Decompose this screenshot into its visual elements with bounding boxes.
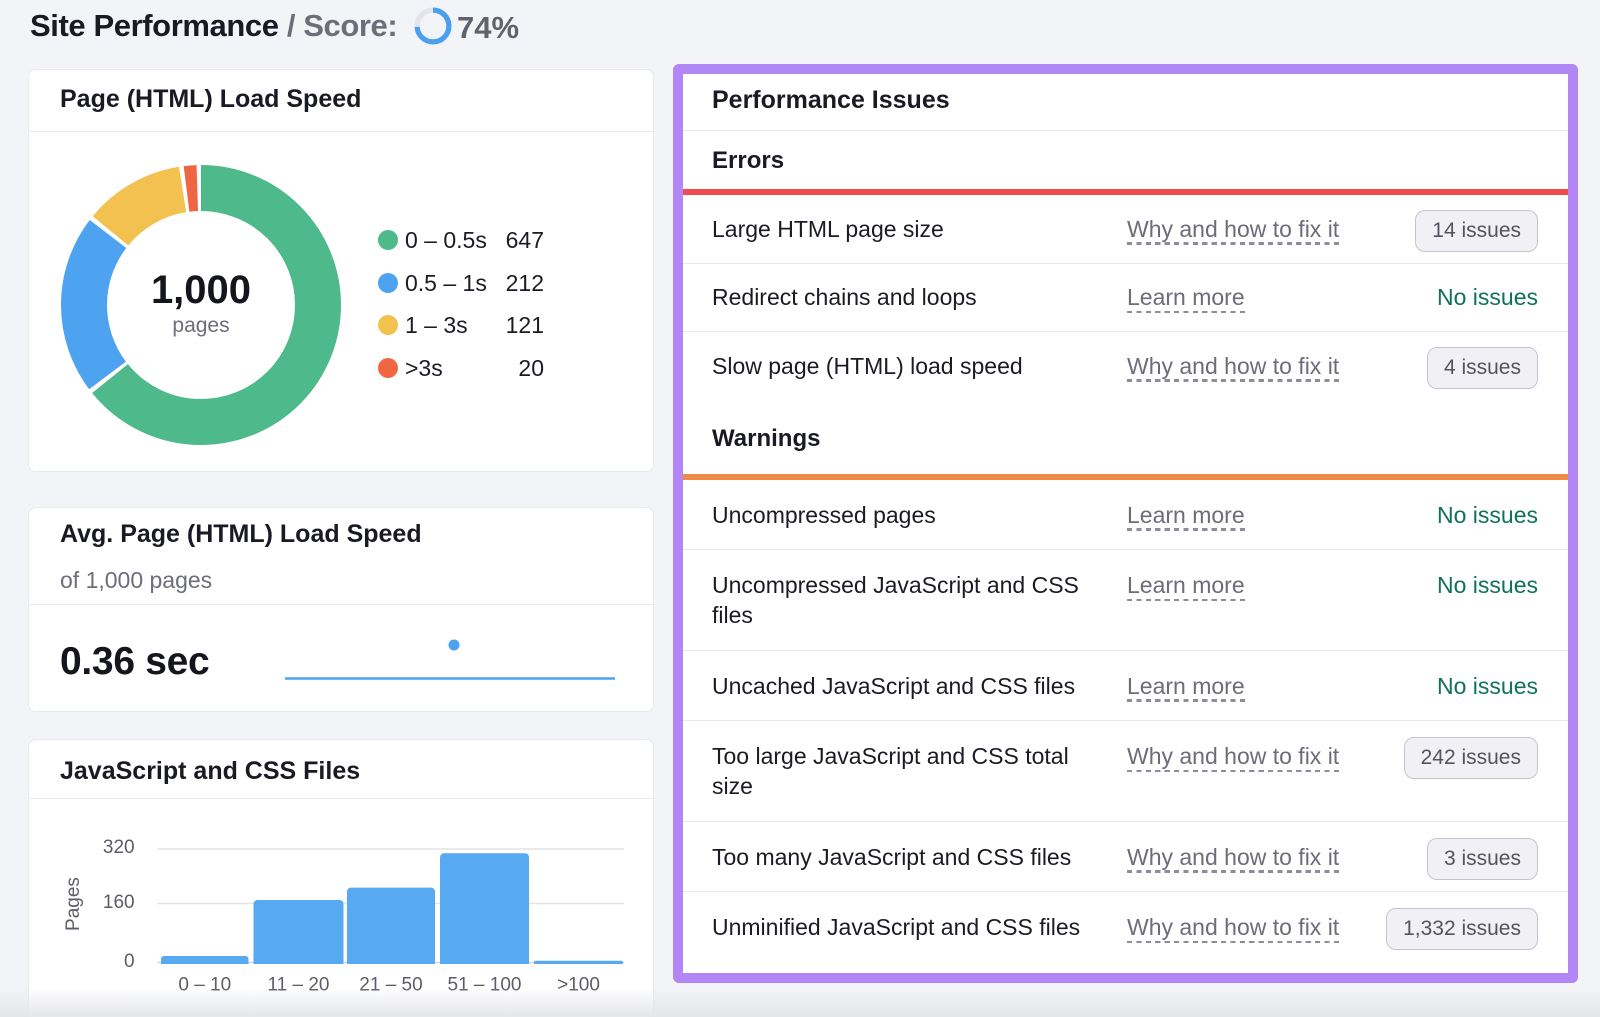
svg-text:0 – 10: 0 – 10	[178, 975, 231, 996]
svg-text:11 – 20: 11 – 20	[268, 975, 330, 996]
svg-text:320: 320	[103, 837, 135, 858]
svg-text:0: 0	[124, 951, 135, 972]
svg-text:>100: >100	[557, 975, 600, 996]
svg-text:51 – 100: 51 – 100	[448, 975, 522, 996]
svg-text:21 – 50: 21 – 50	[359, 975, 422, 996]
svg-text:160: 160	[103, 892, 135, 913]
svg-text:Pages: Pages	[63, 877, 84, 931]
